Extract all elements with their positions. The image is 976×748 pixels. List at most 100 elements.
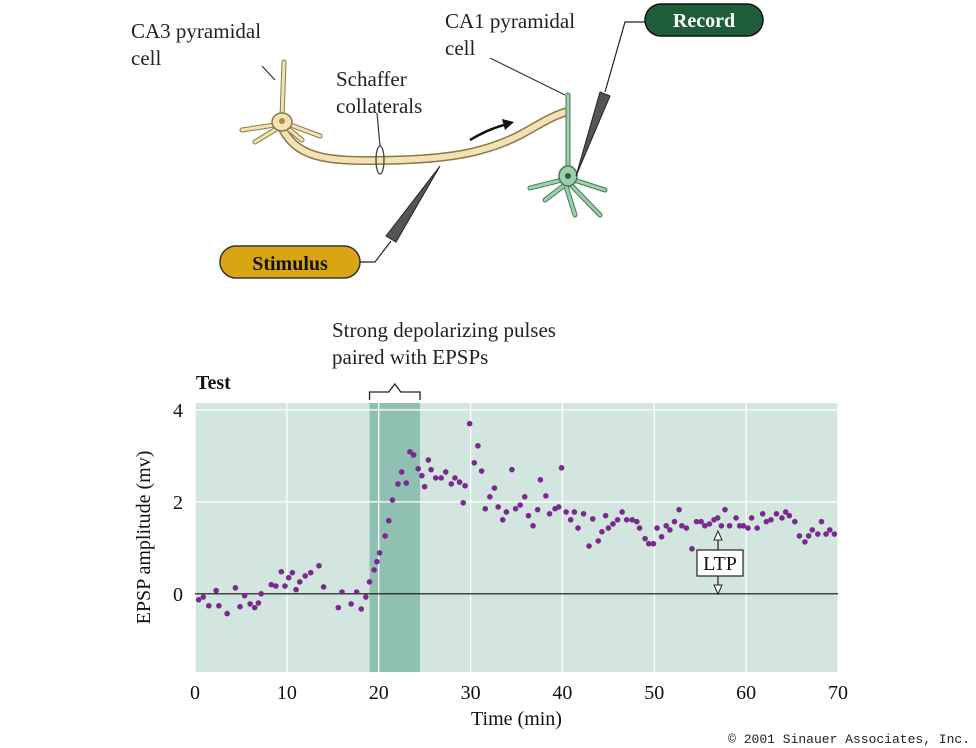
data-point (316, 562, 322, 569)
y-tick-label: 2 (173, 492, 183, 514)
data-point (407, 448, 413, 455)
data-point (403, 480, 410, 486)
plot-area (195, 403, 838, 672)
schaffer-leader (376, 112, 381, 147)
data-point (285, 574, 292, 581)
schaffer-label: Schaffer (336, 67, 407, 91)
data-point (425, 457, 432, 463)
data-point (335, 604, 342, 611)
data-point (702, 522, 708, 529)
data-point (722, 506, 728, 513)
data-point (658, 534, 665, 540)
data-point (460, 499, 467, 506)
data-point (754, 525, 760, 531)
data-point (525, 512, 532, 519)
data-point (636, 525, 643, 531)
data-point (415, 465, 422, 472)
data-point (395, 481, 401, 487)
data-point (339, 589, 345, 595)
data-point (456, 479, 463, 485)
data-point (802, 539, 808, 545)
data-point (289, 569, 296, 576)
data-point (495, 504, 501, 510)
data-point (382, 533, 388, 539)
data-point (278, 568, 285, 575)
data-point (663, 522, 670, 529)
x-tick-label: 70 (828, 682, 848, 704)
data-point (796, 533, 803, 539)
x-axis-label: Time (min) (471, 708, 562, 730)
data-point (442, 469, 449, 475)
data-point (571, 509, 578, 515)
data-point (740, 522, 747, 529)
data-point (773, 511, 780, 517)
neuron-diagram: Record Stimulus CA3 pyramidal cell Schaf… (131, 3, 764, 279)
ca1-leader (489, 57, 566, 96)
data-point (786, 512, 793, 519)
record-wire (604, 21, 645, 93)
data-point (534, 506, 541, 513)
x-tick-label: 0 (190, 682, 200, 704)
data-point (763, 518, 770, 525)
stimulus-label: Stimulus (252, 253, 328, 275)
data-point (482, 505, 489, 512)
stimulus-wire (360, 240, 392, 263)
data-point (683, 525, 690, 531)
data-point (805, 533, 812, 539)
copyright: © 2001 Sinauer Associates, Inc. (728, 732, 970, 747)
data-point (726, 522, 733, 529)
data-point (671, 518, 678, 525)
data-point (296, 579, 303, 585)
data-point (714, 515, 721, 521)
data-point (503, 509, 510, 515)
annotation-test: Test (196, 372, 231, 394)
ltp-label: LTP (703, 553, 737, 575)
data-point (809, 527, 816, 533)
data-point (818, 518, 825, 525)
annotation-pulses: paired with EPSPs (332, 345, 488, 369)
data-point (745, 525, 751, 531)
ltp-box (696, 549, 744, 577)
data-point (302, 573, 309, 579)
ca1-nucleus (565, 173, 571, 179)
data-point (386, 517, 392, 524)
chart: 0 10 20 30 40 50 60 70 0 2 4 LTP Test Strong depolari… (133, 318, 970, 747)
ltp-arrowhead (713, 584, 723, 596)
x-tick-label: 50 (644, 682, 664, 704)
data-point (389, 497, 396, 503)
x-tick-label: 40 (552, 682, 572, 704)
data-point (499, 516, 506, 523)
x-tick-label: 10 (277, 682, 297, 704)
data-point (410, 452, 417, 458)
ca1-label: cell (445, 36, 475, 60)
data-point (438, 475, 444, 481)
data-point (614, 516, 621, 523)
ca3-nucleus (279, 118, 285, 124)
data-point (374, 558, 380, 565)
data-point (768, 516, 774, 523)
data-point (487, 494, 493, 500)
data-point (667, 527, 673, 533)
data-point (419, 472, 425, 479)
data-point (491, 485, 498, 491)
y-axis-label: EPSP amplitude (mv) (133, 451, 155, 625)
record-label: Record (673, 10, 735, 32)
arrowhead (502, 119, 514, 130)
data-point (371, 567, 377, 573)
data-point (462, 482, 468, 489)
data-point (273, 583, 279, 589)
data-point (421, 483, 428, 490)
data-point (629, 516, 636, 523)
data-point (258, 591, 264, 597)
data-point (348, 601, 354, 607)
data-point (595, 538, 602, 544)
direction-arrow (469, 122, 509, 142)
data-point (241, 592, 248, 599)
record-button (644, 3, 764, 37)
data-point (698, 518, 704, 525)
data-point (654, 525, 660, 531)
data-point (448, 481, 455, 487)
x-tick-label: 30 (461, 682, 481, 704)
data-point (428, 466, 434, 473)
data-point (602, 512, 609, 519)
